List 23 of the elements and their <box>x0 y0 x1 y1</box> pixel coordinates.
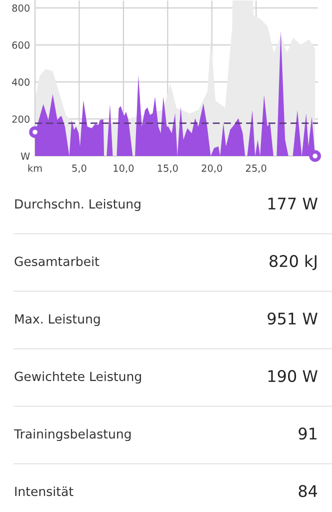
text: Trainingsbelastung <box>14 428 131 442</box>
text: Gesamtarbeit <box>14 256 100 266</box>
y-tick-label: W <box>20 152 30 160</box>
text: 951 W <box>268 312 318 325</box>
text: Durchschn. Leistung <box>15 198 140 212</box>
text: Intensität <box>15 486 74 496</box>
text: Gewichtete Leistung <box>14 371 141 384</box>
y-tick-label: 400 <box>12 78 30 86</box>
x-tick-label: 5,0 <box>72 164 86 173</box>
text: 91 <box>298 428 317 440</box>
y-tick-label: 200 <box>12 115 30 123</box>
text: 820 kJ <box>270 254 316 270</box>
x-tick-label: km <box>28 164 42 172</box>
y-tick-label: 600 <box>12 41 30 49</box>
text: 190 W <box>268 370 318 382</box>
text: 177 W <box>268 198 318 210</box>
x-tick-label: 15,0 <box>158 164 178 173</box>
text: 84 <box>298 485 318 498</box>
x-tick-label: 25,0 <box>246 164 266 173</box>
y-tick-label: 800 <box>12 4 30 12</box>
x-tick-label: 20,0 <box>202 164 222 173</box>
x-tick-label: 10,0 <box>114 164 134 173</box>
text: Max. Leistung <box>15 314 100 326</box>
